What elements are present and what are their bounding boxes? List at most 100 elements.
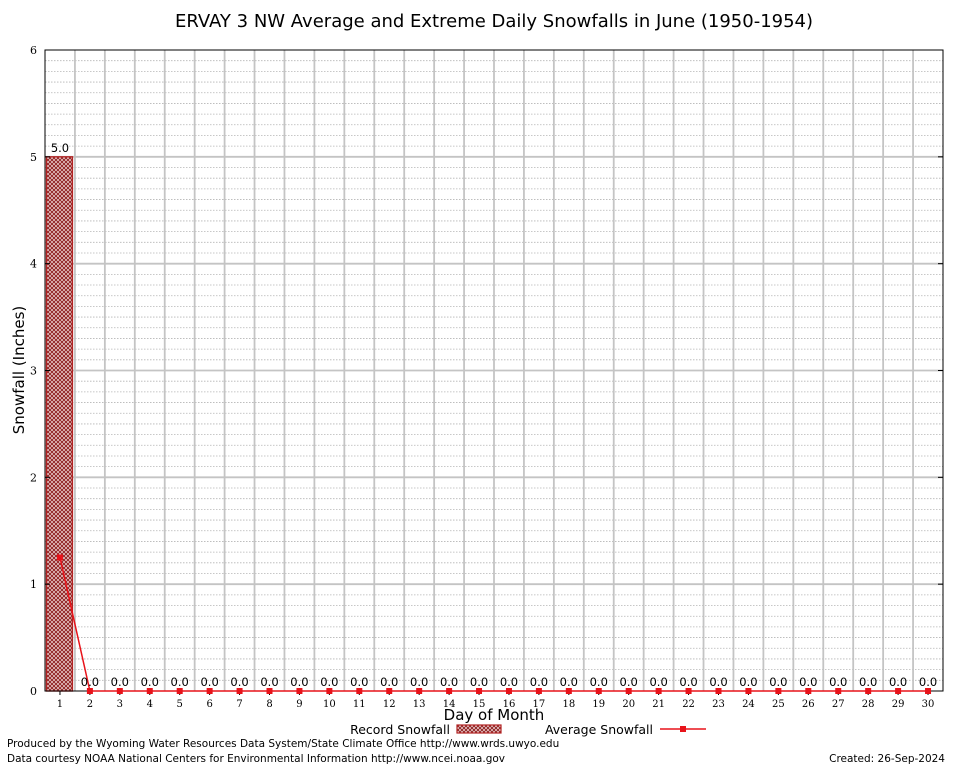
x-axis-label: Day of Month bbox=[444, 706, 545, 724]
average-point bbox=[595, 688, 602, 694]
y-tick-label: 2 bbox=[30, 471, 37, 484]
record-data-label: 0.0 bbox=[739, 675, 757, 689]
record-data-label: 0.0 bbox=[859, 675, 877, 689]
chart-title: ERVAY 3 NW Average and Extreme Daily Sno… bbox=[175, 11, 813, 32]
x-tick-label: 27 bbox=[832, 699, 845, 710]
average-point bbox=[476, 688, 483, 694]
y-tick-label: 0 bbox=[30, 685, 37, 698]
record-data-label: 0.0 bbox=[350, 675, 368, 689]
x-tick-label: 4 bbox=[147, 699, 153, 710]
average-point bbox=[266, 688, 273, 694]
y-axis-ticks: 0 1 2 3 4 5 6 bbox=[30, 44, 943, 698]
record-data-label: 0.0 bbox=[200, 675, 218, 689]
major-gridlines bbox=[45, 50, 943, 691]
record-data-label: 0.0 bbox=[679, 675, 697, 689]
record-data-label: 0.0 bbox=[230, 675, 248, 689]
y-tick-label: 6 bbox=[30, 44, 37, 57]
record-bars bbox=[45, 156, 74, 692]
average-point bbox=[386, 688, 393, 694]
x-tick-label: 1 bbox=[57, 699, 63, 710]
record-data-label: 0.0 bbox=[320, 675, 338, 689]
x-tick-label: 2 bbox=[87, 699, 93, 710]
record-bar bbox=[45, 156, 74, 692]
record-data-label: 0.0 bbox=[829, 675, 847, 689]
average-point bbox=[745, 688, 752, 694]
average-point bbox=[356, 688, 363, 694]
average-point bbox=[326, 688, 333, 694]
record-data-label: 0.0 bbox=[530, 675, 548, 689]
x-tick-label: 20 bbox=[622, 699, 635, 710]
legend-record-swatch bbox=[456, 724, 502, 734]
x-tick-label: 7 bbox=[236, 699, 242, 710]
record-data-label: 0.0 bbox=[560, 675, 578, 689]
x-tick-label: 15 bbox=[473, 699, 486, 710]
average-point bbox=[685, 688, 692, 694]
average-point bbox=[176, 688, 183, 694]
record-data-label: 5.0 bbox=[51, 141, 69, 155]
average-point bbox=[416, 688, 423, 694]
record-data-label: 0.0 bbox=[290, 675, 308, 689]
average-point bbox=[86, 688, 93, 694]
average-point bbox=[56, 554, 63, 561]
record-data-label: 0.0 bbox=[889, 675, 907, 689]
record-data-label: 0.0 bbox=[649, 675, 667, 689]
record-data-label: 0.0 bbox=[709, 675, 727, 689]
x-axis-ticks: 1 2 3 4 5 6 7 8 9 10 11 12 13 14 15 16 17 18 19 20 21 22 23 24 2… bbox=[57, 691, 935, 710]
average-point bbox=[206, 688, 213, 694]
x-tick-label: 14 bbox=[443, 699, 456, 710]
average-point bbox=[775, 688, 782, 694]
x-tick-label: 5 bbox=[177, 699, 183, 710]
record-data-label: 0.0 bbox=[470, 675, 488, 689]
average-point bbox=[116, 688, 123, 694]
record-data-label: 0.0 bbox=[410, 675, 428, 689]
x-tick-label: 25 bbox=[772, 699, 785, 710]
x-tick-label: 23 bbox=[712, 699, 725, 710]
data-labels: 5.0 0.0 0.0 0.0 0.0 0.0 0.0 0.0 0.0 0.0 0.0 0.0 0.0 0… bbox=[51, 141, 937, 689]
x-tick-label: 28 bbox=[862, 699, 875, 710]
record-data-label: 0.0 bbox=[919, 675, 937, 689]
x-tick-label: 17 bbox=[533, 699, 546, 710]
y-tick-label: 3 bbox=[30, 365, 37, 378]
record-data-label: 0.0 bbox=[171, 675, 189, 689]
legend-average-label: Average Snowfall bbox=[545, 722, 653, 737]
record-data-label: 0.0 bbox=[620, 675, 638, 689]
average-point bbox=[146, 688, 153, 694]
x-tick-label: 18 bbox=[562, 699, 575, 710]
legend-record-label: Record Snowfall bbox=[350, 722, 450, 737]
average-point bbox=[655, 688, 662, 694]
average-series-line bbox=[59, 557, 929, 692]
average-point bbox=[535, 688, 542, 694]
average-point bbox=[895, 688, 902, 694]
created-date: Created: 26-Sep-2024 bbox=[829, 753, 945, 765]
legend: Record Snowfall Average Snowfall bbox=[350, 722, 706, 737]
x-tick-label: 9 bbox=[296, 699, 302, 710]
x-tick-label: 12 bbox=[383, 699, 396, 710]
record-data-label: 0.0 bbox=[81, 675, 99, 689]
record-data-label: 0.0 bbox=[260, 675, 278, 689]
average-line bbox=[56, 554, 932, 694]
x-tick-label: 3 bbox=[117, 699, 123, 710]
average-point bbox=[505, 688, 512, 694]
average-point bbox=[835, 688, 842, 694]
average-point bbox=[925, 688, 932, 694]
x-tick-label: 11 bbox=[353, 699, 366, 710]
credit-line-2: Data courtesy NOAA National Centers for … bbox=[7, 753, 506, 765]
record-data-label: 0.0 bbox=[440, 675, 458, 689]
x-tick-label: 16 bbox=[503, 699, 516, 710]
x-tick-label: 10 bbox=[323, 699, 336, 710]
x-tick-label: 19 bbox=[592, 699, 605, 710]
average-point bbox=[715, 688, 722, 694]
x-tick-label: 6 bbox=[206, 699, 212, 710]
record-data-label: 0.0 bbox=[380, 675, 398, 689]
y-tick-label: 5 bbox=[30, 151, 37, 164]
average-point bbox=[805, 688, 812, 694]
legend-average-marker bbox=[680, 726, 686, 732]
x-tick-label: 22 bbox=[682, 699, 695, 710]
x-tick-label: 21 bbox=[652, 699, 665, 710]
y-tick-label: 4 bbox=[30, 258, 37, 271]
x-tick-label: 8 bbox=[266, 699, 272, 710]
x-tick-label: 30 bbox=[922, 699, 935, 710]
record-data-label: 0.0 bbox=[799, 675, 817, 689]
y-axis-label: Snowfall (Inches) bbox=[10, 306, 28, 434]
